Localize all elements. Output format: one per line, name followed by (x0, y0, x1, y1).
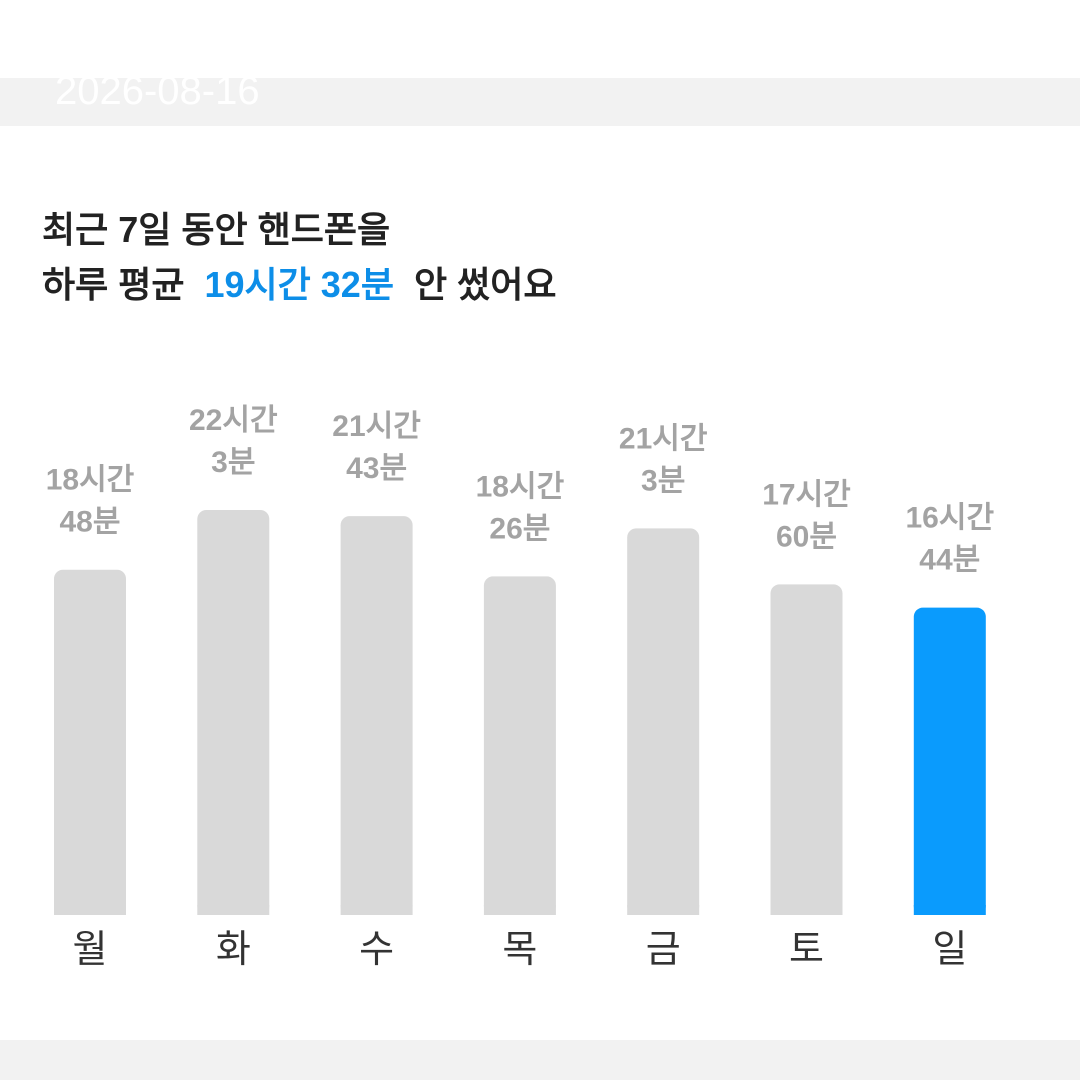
value-label: 21시간 (332, 410, 421, 443)
x-tick-label: 목 (502, 929, 537, 971)
bar-base (483, 905, 556, 915)
header-band (0, 78, 1080, 126)
value-label: 22시간 (189, 404, 278, 437)
bar-base (913, 905, 986, 915)
title-text: 하루 평균 (42, 264, 184, 305)
bar-base (770, 905, 843, 915)
x-tick-label: 수 (359, 929, 394, 971)
value-label: 21시간 (619, 422, 708, 455)
x-tick-label: 화 (216, 929, 251, 971)
bar (197, 510, 270, 915)
bar (770, 584, 843, 915)
title-line-2: 하루 평균 19시간 32분 안 썼어요 (42, 264, 556, 305)
bar-base (197, 905, 270, 915)
date: 2026-08-16 (55, 69, 260, 113)
x-tick-label: 월 (73, 929, 108, 971)
value-label: 17시간 (762, 478, 851, 511)
title-highlight: 19시간 32분 (205, 264, 394, 305)
x-tick-label: 토 (789, 929, 824, 971)
title-text: 안 썼어요 (414, 264, 556, 305)
bar-base (340, 905, 413, 915)
footer-band (0, 1040, 1080, 1080)
bar-base (627, 905, 700, 915)
bar (54, 569, 126, 915)
bar-base (54, 905, 126, 915)
value-label: 3분 (641, 464, 685, 497)
x-tick-label: 금 (646, 929, 681, 971)
value-label: 3분 (211, 446, 255, 479)
bar (913, 607, 986, 915)
value-label: 60분 (776, 520, 837, 553)
bar (483, 576, 556, 915)
value-label: 48분 (60, 506, 121, 539)
value-label: 26분 (489, 512, 550, 545)
bar (340, 516, 413, 915)
value-label: 18시간 (476, 470, 565, 503)
title-line-1: 최근 7일 동안 핸드폰을 (42, 209, 390, 250)
value-label: 43분 (346, 452, 407, 485)
value-label: 44분 (919, 544, 980, 577)
value-label: 16시간 (906, 502, 995, 535)
bar (627, 528, 700, 915)
x-tick-label: 일 (932, 929, 967, 971)
value-label: 18시간 (46, 464, 135, 497)
